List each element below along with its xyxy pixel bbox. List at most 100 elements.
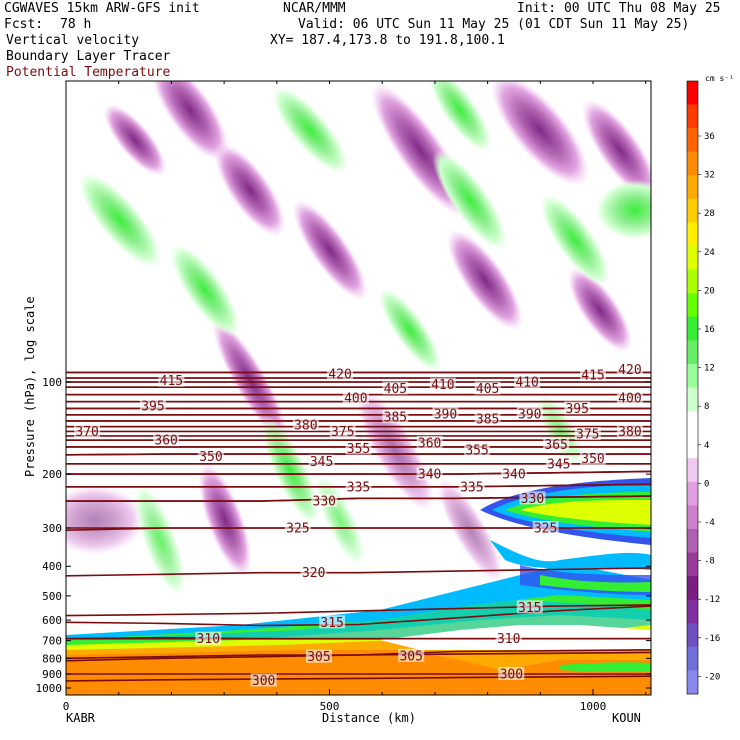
colorbar: 36 32 28 24 20 16 12 8 4 0 -4 -8 -12 -16 -20 <box>686 80 720 695</box>
colorbar-swatch-10 <box>687 316 698 341</box>
theta-label-350-19: 350 <box>199 450 222 465</box>
theta-label-400-38: 400 <box>618 392 641 407</box>
xy-coordinates: XY= 187.4,173.8 to 191.8,100.1 <box>270 33 505 48</box>
theta-label-bg-3 <box>398 648 425 662</box>
colorbar-label-8: 4 <box>704 441 709 451</box>
colorbar-swatch-14 <box>687 411 698 435</box>
colorbar-swatch-0 <box>687 81 698 105</box>
colorbar-swatch-16 <box>687 458 698 483</box>
colorbar-swatch-20 <box>687 552 698 577</box>
theta-label-bg-10 <box>532 520 559 534</box>
theta-label-bg-32 <box>474 411 501 425</box>
y-tick-label-2: 300 <box>42 522 62 535</box>
theta-label-bg-36 <box>564 401 591 415</box>
theta-label-330-12: 330 <box>521 492 544 507</box>
colorbar-swatch-24 <box>687 646 698 671</box>
colorbar-swatch-15 <box>687 434 698 459</box>
theta-label-345-18: 345 <box>547 457 570 472</box>
theta-line-315-6 <box>66 605 651 627</box>
theta-label-370-26: 370 <box>75 425 98 440</box>
theta-label-bg-40 <box>474 381 501 395</box>
forecast-label: Fcst: <box>4 17 44 32</box>
y-tick-label-3: 400 <box>42 560 62 573</box>
colorbar-label-1: 32 <box>704 171 715 181</box>
theta-label-bg-39 <box>382 381 409 395</box>
colorbar-units: cm s⁻¹ <box>705 74 734 83</box>
theta-label-360-23: 360 <box>154 434 177 449</box>
colorbar-swatch-7 <box>687 246 698 270</box>
theta-label-bg-15 <box>416 467 443 481</box>
theta-label-bg-18 <box>545 456 572 470</box>
theta-label-bg-16 <box>500 467 527 481</box>
theta-label-bg-43 <box>158 373 185 387</box>
colorbar-label-0: 36 <box>704 132 715 142</box>
theta-label-bg-4 <box>195 631 222 645</box>
theta-label-bg-38 <box>616 391 643 405</box>
theta-label-420-45: 420 <box>328 367 351 382</box>
theta-label-bg-5 <box>495 631 522 645</box>
theta-label-310-4: 310 <box>197 632 220 647</box>
colorbar-swatch-8 <box>687 269 698 294</box>
theta-line-330-12 <box>66 495 651 502</box>
field-boundary-layer-tracer: Boundary Layer Tracer <box>6 49 171 64</box>
y-tick-label-9: 1000 <box>36 682 63 695</box>
model-title: CGWAVES 15km ARW-GFS init <box>4 1 200 16</box>
colorbar-swatch-4 <box>687 175 698 200</box>
theta-label-330-11: 330 <box>313 495 336 510</box>
theta-label-380-30: 380 <box>618 425 641 440</box>
theta-label-400-37: 400 <box>344 392 367 407</box>
theta-label-355-22: 355 <box>465 444 488 459</box>
theta-line-315-7 <box>66 604 651 617</box>
theta-label-bg-45 <box>327 366 354 380</box>
colorbar-label-9: 0 <box>704 479 709 489</box>
theta-label-bg-31 <box>382 409 409 423</box>
theta-label-bg-25 <box>543 437 570 451</box>
x-axis-right-station: KOUN <box>612 711 641 725</box>
theta-line-305-3 <box>66 651 651 660</box>
colorbar-swatch-25 <box>687 670 698 695</box>
theta-label-385-32: 385 <box>476 412 499 427</box>
org-title: NCAR/MMM <box>283 1 346 16</box>
theta-label-395-36: 395 <box>565 402 588 417</box>
colorbar-label-4: 20 <box>704 286 715 296</box>
colorbar-label-10: -4 <box>704 518 715 528</box>
colorbar-swatch-5 <box>687 198 698 223</box>
theta-label-390-34: 390 <box>518 407 541 422</box>
colorbar-label-14: -20 <box>704 672 720 682</box>
theta-label-405-39: 405 <box>384 382 407 397</box>
theta-label-bg-12 <box>519 491 546 505</box>
x-tick-label-1: 500 <box>320 700 340 713</box>
theta-label-bg-8 <box>300 565 327 579</box>
theta-label-325-9: 325 <box>286 521 309 536</box>
theta-label-bg-24 <box>416 435 443 449</box>
colorbar-swatch-6 <box>687 222 698 247</box>
theta-label-bg-26 <box>74 424 101 438</box>
theta-label-bg-0 <box>250 673 277 687</box>
y-tick-label-0: 100 <box>42 376 62 389</box>
theta-label-315-7: 315 <box>518 601 541 616</box>
theta-label-bg-1 <box>498 666 525 680</box>
colorbar-swatch-11 <box>687 340 698 365</box>
theta-label-bg-41 <box>429 377 456 391</box>
theta-label-bg-44 <box>580 368 607 382</box>
colorbar-swatch-22 <box>687 599 698 624</box>
valid-time: Valid: 06 UTC Sun 11 May 25 (01 CDT Sun … <box>298 17 690 32</box>
theta-label-bg-9 <box>284 520 311 534</box>
y-tick-label-5: 600 <box>42 614 62 627</box>
colorbar-swatch-18 <box>687 505 698 530</box>
theta-label-bg-17 <box>308 454 335 468</box>
field-potential-temperature: Potential Temperature <box>6 65 171 80</box>
theta-label-bg-7 <box>516 600 543 614</box>
theta-label-315-6: 315 <box>320 616 343 631</box>
forecast-hour: 78 h <box>60 17 92 32</box>
theta-label-310-5: 310 <box>497 632 520 647</box>
theta-label-bg-21 <box>345 441 372 455</box>
colorbar-label-7: 8 <box>704 402 709 412</box>
theta-label-340-16: 340 <box>502 468 525 483</box>
theta-label-365-25: 365 <box>544 438 567 453</box>
y-tick-label-7: 800 <box>42 652 62 665</box>
theta-label-bg-13 <box>345 479 372 493</box>
theta-label-350-20: 350 <box>581 452 604 467</box>
